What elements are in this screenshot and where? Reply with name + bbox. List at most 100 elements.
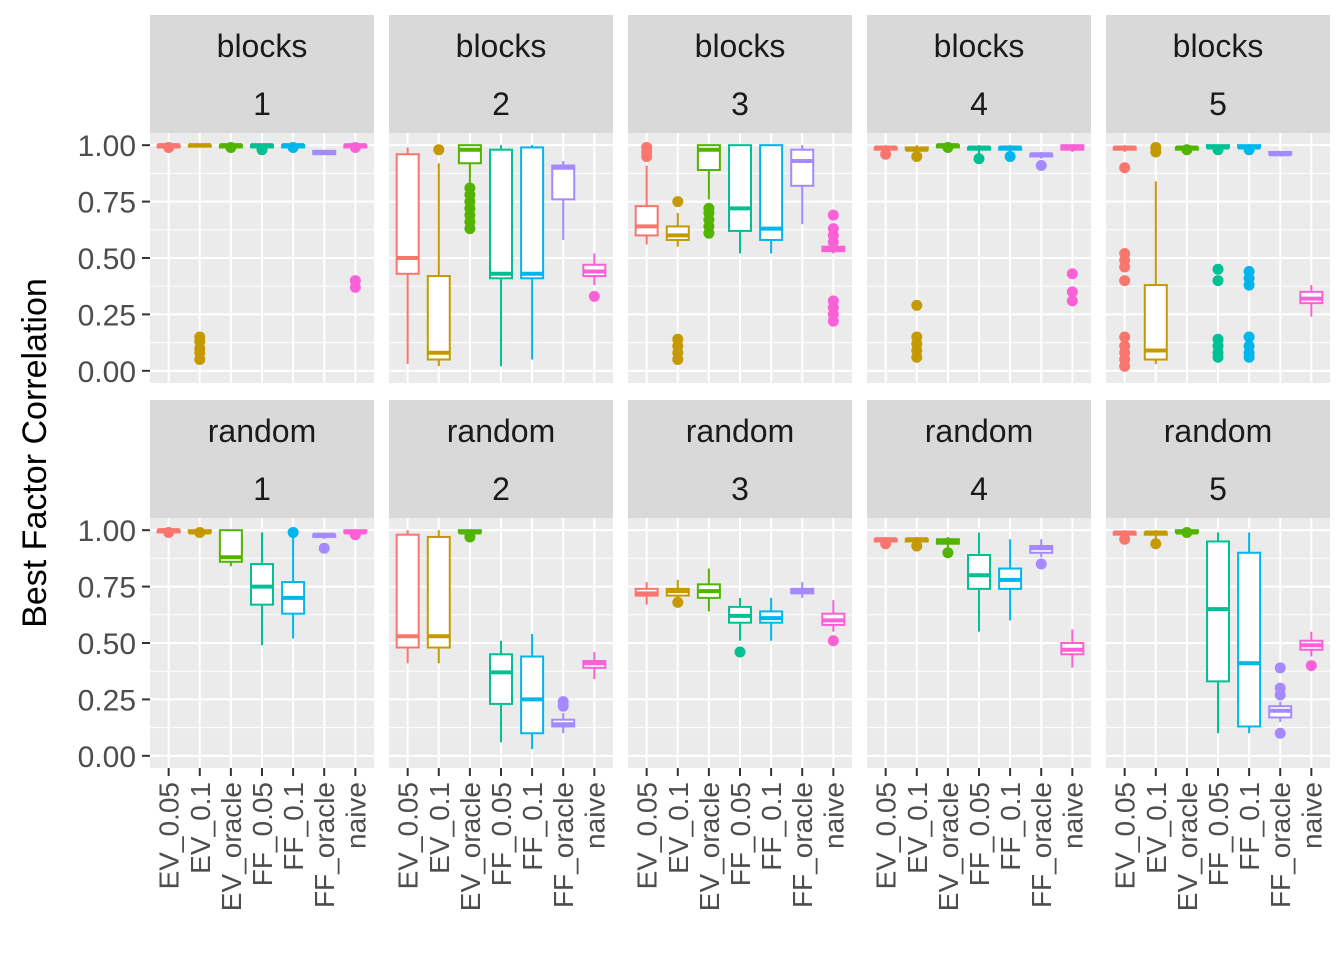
box-iqr <box>520 655 545 735</box>
outlier-point <box>1274 662 1286 674</box>
x-tick-label: FF_oracle <box>548 782 579 908</box>
x-tick-label: EV_0.1 <box>663 782 694 874</box>
boxplot-FF_oracle <box>312 149 337 156</box>
outlier-point <box>1150 141 1162 153</box>
x-tick-label: EV_0.05 <box>632 782 663 889</box>
panel-random-4: random 4 EV_0.05 EV_0.1 EV_oracle FF_0.05 FF_0… <box>867 400 1091 911</box>
box-iqr <box>489 653 513 705</box>
boxplot-naive <box>582 253 607 302</box>
outlier-point <box>942 547 954 559</box>
panel-blocks-5: blocks 5 <box>1106 15 1330 383</box>
box-iqr <box>489 148 513 280</box>
facet-strip-col-label: 3 <box>731 471 749 507</box>
outlier-point <box>349 275 361 287</box>
x-tick-label: FF_0.1 <box>1234 782 1265 871</box>
facet-strip-col-label: 2 <box>492 86 510 122</box>
outlier-point <box>163 526 175 538</box>
boxplot-FF_0.05 <box>728 597 752 658</box>
outlier-point <box>1150 538 1162 550</box>
facet-strip-row-label: blocks <box>1173 28 1264 64</box>
x-tick-label: FF_oracle <box>1265 782 1296 908</box>
outlier-point <box>1212 263 1224 275</box>
boxplot-EV_0.05 <box>634 141 659 245</box>
facet-strip-col-label: 3 <box>731 86 749 122</box>
outlier-point <box>349 529 361 541</box>
outlier-point <box>1243 144 1255 156</box>
outlier-point <box>734 646 746 658</box>
outlier-point <box>827 209 839 221</box>
boxplot-EV_oracle <box>1174 526 1199 538</box>
boxplot-naive <box>582 652 607 680</box>
outlier-point <box>464 182 476 194</box>
boxplot-EV_oracle <box>218 141 243 153</box>
y-tick-label: 0.25 <box>78 684 136 717</box>
boxplot-EV_oracle <box>696 568 721 612</box>
boxplot-EV_0.1 <box>904 145 929 363</box>
outlier-point <box>464 531 476 543</box>
outlier-point <box>1035 558 1047 570</box>
box-iqr <box>426 535 451 649</box>
outlier-point <box>827 223 839 235</box>
boxplot-EV_0.05 <box>873 536 898 550</box>
boxplot-FF_0.05 <box>967 145 991 165</box>
outlier-point <box>1004 150 1016 162</box>
boxplot-FF_oracle <box>312 532 337 554</box>
x-tick-label: naive <box>1296 782 1327 849</box>
x-tick-label: EV_0.05 <box>154 782 185 889</box>
boxplot-FF_0.1 <box>281 141 306 153</box>
boxplot-EV_0.1 <box>1143 530 1168 550</box>
boxplot-FF_0.1 <box>998 145 1023 162</box>
facet-strip-col-label: 2 <box>492 471 510 507</box>
facet-strip-row-label: blocks <box>695 28 786 64</box>
panel-random-2: random 2 EV_0.05 EV_0.1 EV_oracle FF_0.05 FF_0… <box>389 400 613 911</box>
panels-layer: blocks 1 blocks 2 blocks 3 blocks 4 blocks 5 0.00 0… <box>78 15 1330 911</box>
boxplot-EV_0.05 <box>395 147 420 365</box>
x-tick-label: FF_0.05 <box>247 782 278 886</box>
y-axis-label: Best Factor Correlation <box>16 278 54 628</box>
outlier-point <box>1212 275 1224 287</box>
outlier-point <box>1066 286 1078 298</box>
outlier-point <box>911 299 923 311</box>
x-tick-label: EV_oracle <box>694 782 725 911</box>
x-tick-label: FF_0.05 <box>1203 782 1234 886</box>
boxplot-EV_0.05 <box>1112 530 1137 545</box>
y-tick-label: 0.25 <box>78 299 136 332</box>
boxplot-EV_0.1 <box>187 526 212 538</box>
boxplot-FF_0.1 <box>759 144 784 254</box>
facet-strip-col-label: 5 <box>1209 86 1227 122</box>
outlier-point <box>1181 526 1193 538</box>
boxplot-EV_0.05 <box>873 145 898 160</box>
boxplot-EV_oracle <box>935 536 960 559</box>
boxplot-EV_0.1 <box>426 144 451 367</box>
facet-strip-col-label: 1 <box>253 86 271 122</box>
box-iqr <box>426 275 451 361</box>
outlier-point <box>1066 295 1078 307</box>
box-iqr <box>728 144 752 232</box>
facet-strip <box>628 400 852 518</box>
facet-strip-row-label: random <box>208 413 317 449</box>
x-tick-label: EV_oracle <box>933 782 964 911</box>
boxplot-EV_0.1 <box>187 143 212 366</box>
outlier-point <box>1066 268 1078 280</box>
x-tick-label: EV_0.1 <box>185 782 216 874</box>
outlier-point <box>911 150 923 162</box>
outlier-point <box>225 141 237 153</box>
y-tick-label: 0.50 <box>78 628 136 661</box>
outlier-point <box>287 141 299 153</box>
x-tick-label: EV_oracle <box>455 782 486 911</box>
outlier-point <box>349 141 361 153</box>
y-tick-label: 0.00 <box>78 741 136 774</box>
boxplot-EV_0.05 <box>1112 145 1137 372</box>
y-tick-label: 0.00 <box>78 356 136 389</box>
outlier-point <box>1243 351 1255 363</box>
y-tick-label: 1.00 <box>78 130 136 163</box>
boxplot-EV_0.05 <box>156 141 181 153</box>
boxplot-FF_0.1 <box>1237 144 1262 363</box>
outlier-point <box>1305 660 1317 672</box>
x-tick-label: EV_0.1 <box>1141 782 1172 874</box>
boxplot-FF_oracle <box>790 145 815 225</box>
outlier-point <box>880 148 892 160</box>
boxplot-EV_oracle <box>457 529 482 543</box>
outlier-point <box>1119 331 1131 343</box>
